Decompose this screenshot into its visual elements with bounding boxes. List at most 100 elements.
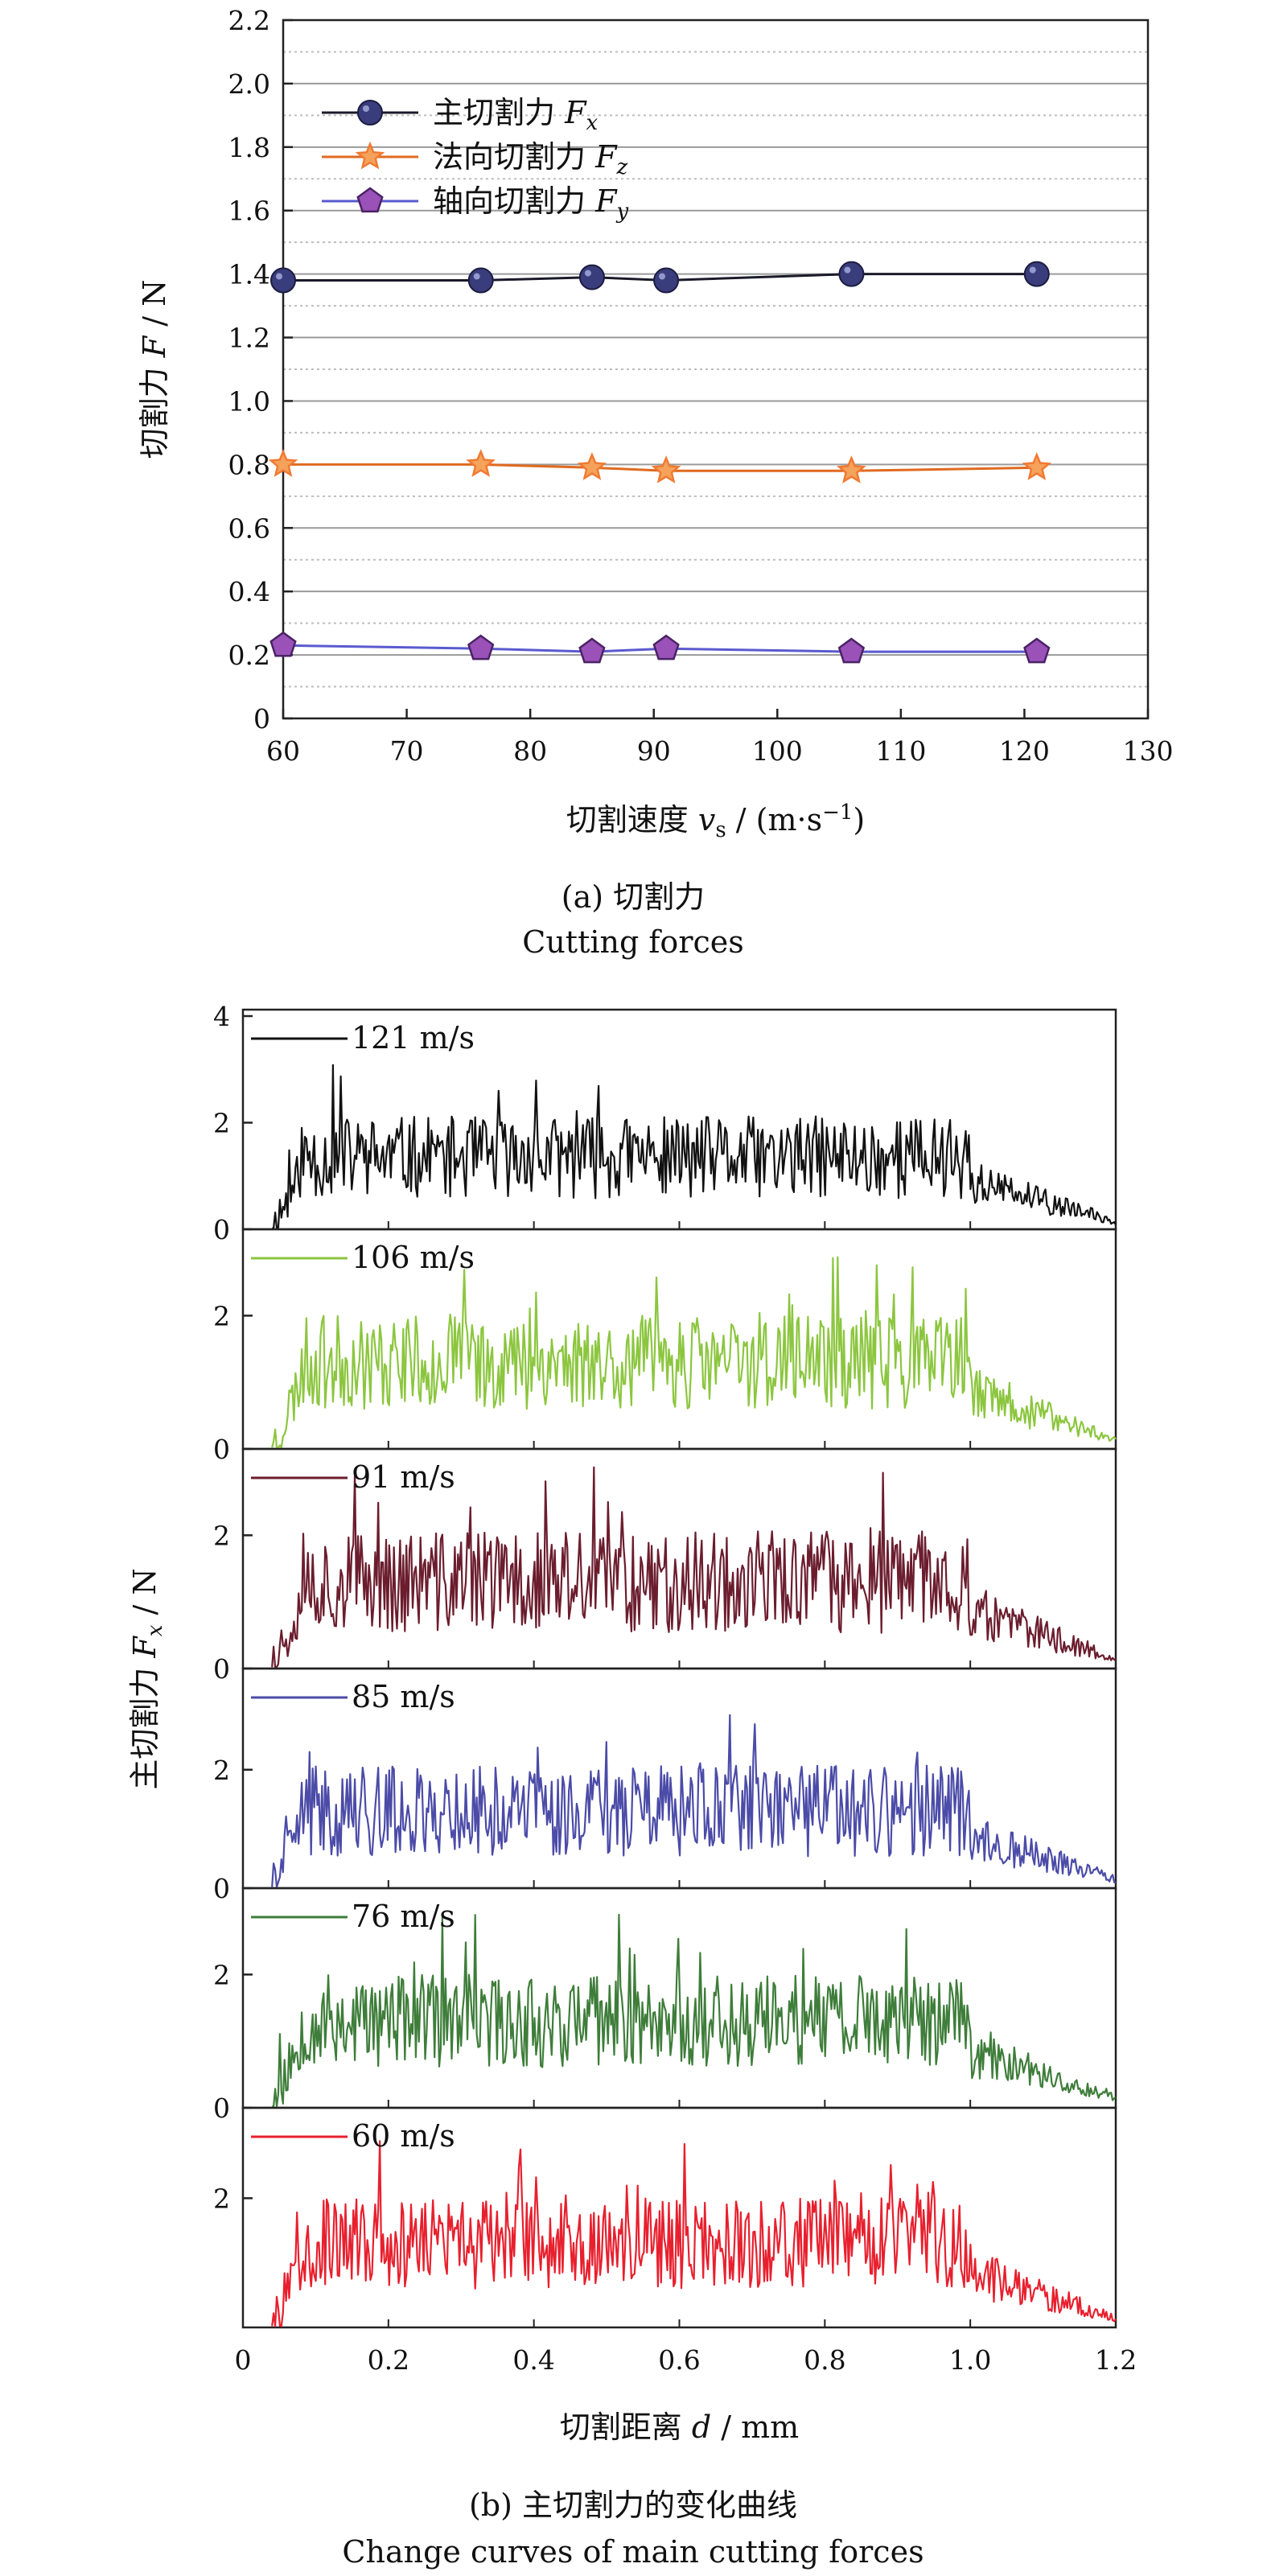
y-tick-label: 0.8 [228,449,270,480]
data-point [268,449,298,477]
x-tick-label: 60 [266,735,300,767]
signal-line [272,1913,1117,2108]
data-point [837,637,866,664]
y-axis-title-text: 主切割力 [127,1658,162,1790]
x-tick-label: 120 [999,735,1050,767]
x-tick-label: 1.0 [949,2344,991,2376]
legend-label-sub: x [586,111,598,135]
strip-85-ms: 0 2 85 m/s [213,1667,1117,1904]
series-3 [269,631,1051,664]
y-axis-title-sub: x [143,1624,167,1636]
signal-line [272,1064,1117,1229]
x-tick-label: 90 [637,735,671,767]
x-tick-label: 70 [390,735,424,767]
y-axis-title-unit: / N [127,1568,162,1624]
x-tick-label: 130 [1123,735,1174,767]
y-tick-label: 0 [213,1873,230,1904]
series-1 [270,261,1050,294]
strip-121-ms: 0 2 4 121 m/s [213,1001,1117,1245]
caption-b-cn: (b) 主切割力的变化曲线 [469,2488,797,2523]
y-tick-label: 0.4 [228,576,270,607]
legend-label-text: 轴向切割力 [433,183,595,219]
legend-label-text: 主切割力 [433,95,565,130]
x-tick-label: 110 [875,735,926,767]
legend-label: 85 m/s [352,1679,455,1714]
chart-cutting-forces: 0 0.2 0.4 0.6 0.8 1.0 1.2 1.4 1.6 1.8 2.0 2.2 60 70 80… [137,5,1174,842]
x-tick-label: 1.2 [1095,2344,1137,2376]
x-tick-label: 0.8 [804,2344,845,2376]
y-tick-label: 1.4 [228,259,270,290]
x-axis-title-sup: −1 [822,800,853,825]
legend-label: 121 m/s [352,1020,475,1056]
caption-b-en: Change curves of main cutting forces [342,2534,924,2570]
y-tick-label: 0.2 [228,640,270,671]
data-point-highlight [844,266,851,274]
x-axis-title: 切割速度 vs / (m·s−1) [566,800,865,842]
x-axis-title-end: ) [853,802,865,837]
y-tick-label: 1.8 [228,132,270,163]
y-tick-label: 2 [213,1520,230,1551]
y-tick-label: 2 [213,1755,230,1786]
y-tick-label: 2 [213,1300,230,1331]
legend-label: 法向切割力 Fz [433,139,627,179]
caption-a-en: Cutting forces [522,924,744,960]
data-point [1022,452,1052,480]
data-point-highlight [659,273,666,280]
legend-label-var: F [594,183,618,219]
data-point [838,261,865,287]
legend-label: 106 m/s [352,1240,475,1275]
strip-106-ms: 0 2 106 m/s [213,1228,1117,1465]
legend-label-var: F [564,95,587,130]
data-point [578,264,605,290]
y-tick-label: 2.0 [228,68,270,100]
y-axis-title: 切割力 F / N [137,280,172,459]
data-point [467,267,494,294]
x-axis-title-var: d [692,2409,711,2445]
legend-label: 轴向切割力 Fy [433,183,628,224]
data-point [578,637,606,664]
legend-marker [357,100,383,126]
y-tick-label: 2.2 [228,5,270,36]
legend-label: 76 m/s [352,1899,455,1934]
data-point [652,634,680,660]
legend-label: 91 m/s [352,1459,455,1495]
data-point [1023,637,1051,664]
y-tick-label: 2 [213,1959,230,1990]
y-axis-title-text: 切割力 [137,357,172,459]
x-axis-title-unit: / mm [711,2409,799,2445]
y-tick-label: 0 [213,1653,230,1685]
data-point [466,449,496,477]
legend-label-var: F [594,139,618,175]
y-axis-title-unit: / N [137,280,172,336]
data-point-highlight [1029,266,1036,274]
strip-91-ms: 0 2 91 m/s [213,1447,1117,1685]
y-tick-label: 1.0 [228,385,270,417]
x-tick-label: 0.6 [658,2344,700,2376]
signal-line [271,1256,1117,1449]
data-point [467,634,495,660]
legend-label-text: 法向切割力 [433,139,595,175]
x-axis-title-unit: / (m·s [726,802,822,837]
data-point [1023,261,1050,287]
legend-marker-highlight [363,105,369,112]
series-line [283,273,1037,282]
x-tick-label: 0.4 [512,2344,554,2376]
y-tick-label: 0.6 [228,512,270,544]
signal-line [271,2140,1117,2327]
legend-marker [355,141,385,170]
data-point-highlight [473,273,480,280]
y-tick-label: 0 [213,2092,230,2124]
y-tick-label: 1.2 [228,323,270,354]
x-axis-title-text: 切割距离 [560,2409,692,2445]
strip-60-ms: 2 60 m/s [213,2106,1117,2329]
y-axis-title-var: F [127,1636,162,1659]
y-tick-label: 2 [213,2183,230,2214]
x-axis-title-var: v [698,802,716,837]
y-tick-label: 0 [213,1214,230,1245]
y-tick-label: 0 [253,703,270,735]
chart-main-cutting-force-curves: 0 2 4 121 m/s 0 2 106 m/s 0 2 91 m/s 0 2 85 m/s 0 2 76 … [127,1001,1137,2445]
series-2 [268,449,1052,484]
legend-label: 60 m/s [352,2118,455,2154]
plot-frame [282,19,1150,720]
